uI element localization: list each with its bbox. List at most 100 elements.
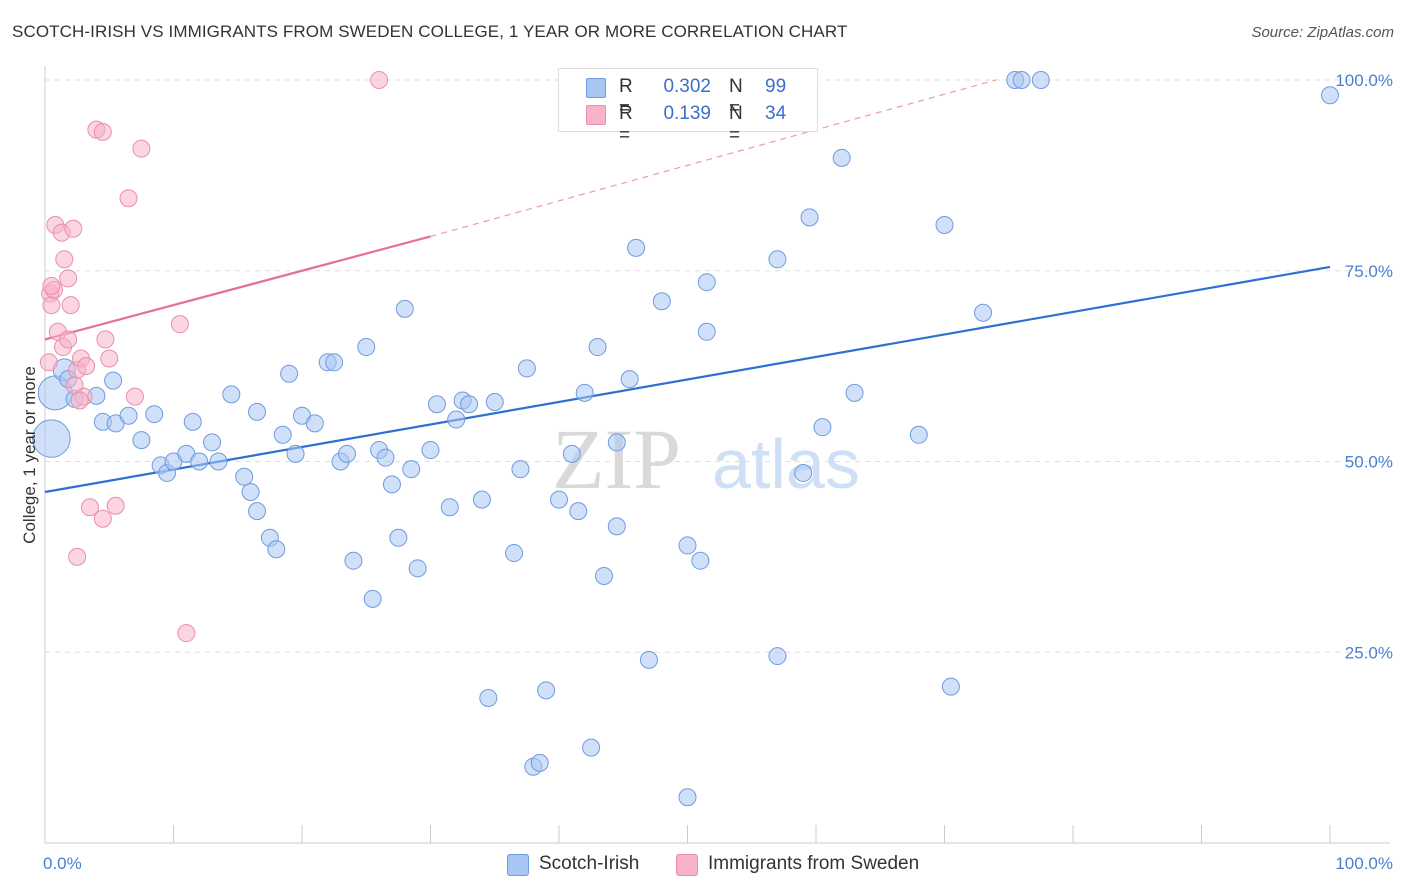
legend-r-label: R = — [619, 76, 633, 119]
legend-r-label: R = — [619, 103, 633, 146]
scotch-irish-point — [132, 431, 151, 450]
scotch-irish-point — [691, 551, 710, 570]
scotch-irish-point — [402, 460, 421, 479]
scotch-irish-point — [530, 753, 549, 772]
scotch-irish-point — [562, 444, 581, 463]
watermark-atlas: atlas — [712, 425, 860, 503]
scotch-irish-point — [620, 370, 639, 389]
sweden-point — [70, 391, 89, 410]
scotch-irish-point — [505, 544, 524, 563]
scotch-irish-point — [485, 392, 504, 411]
scotch-irish-point — [280, 364, 299, 383]
scotch-irish-point — [832, 148, 851, 167]
trend-lines — [44, 79, 1331, 494]
sweden-point — [177, 624, 196, 643]
sweden-point — [42, 296, 61, 315]
legend-n-value: 34 — [765, 103, 787, 124]
scotch-irish-point — [652, 292, 671, 311]
scotch-irish-point — [1321, 86, 1339, 105]
scotch-irish-point — [935, 215, 954, 234]
legend-n-value: 99 — [765, 76, 787, 97]
scotch-irish-point — [550, 490, 568, 509]
sweden-point — [80, 498, 99, 517]
scotch-irish-point — [273, 425, 292, 444]
scotch-irish-point — [639, 650, 658, 669]
sweden-point — [170, 315, 189, 334]
scotch-irish-point — [678, 788, 697, 807]
sweden-point — [65, 376, 84, 395]
trend-line-scotch-irish — [44, 265, 1331, 494]
bottom-legend-swatch-scotch-irish — [507, 854, 529, 876]
legend-swatch-scotch-irish — [586, 78, 606, 98]
scotch-irish-point — [569, 502, 588, 521]
scotch-irish-point — [517, 359, 536, 378]
scotch-irish-point — [479, 689, 498, 708]
scotch-irish-point — [222, 385, 241, 404]
sweden-point — [100, 349, 119, 368]
sweden-point — [59, 330, 78, 349]
scotch-irish-point — [395, 299, 414, 318]
scotch-irish-point — [209, 452, 228, 471]
scotch-irish-point — [1012, 71, 1031, 89]
sweden-point — [370, 71, 389, 89]
scotch-irish-point — [235, 467, 254, 486]
scotch-irish-point — [183, 412, 202, 431]
sweden-point — [125, 387, 144, 406]
scotch-irish-point — [941, 677, 960, 696]
scotch-irish-point — [382, 475, 401, 494]
scotch-irish-point — [440, 498, 459, 517]
scotch-irish-point — [697, 273, 716, 292]
watermark: ZIP atlas — [552, 411, 860, 507]
chart-source: Source: ZipAtlas.com — [1251, 24, 1394, 41]
sweden-point — [55, 250, 74, 269]
x-tick-label: 100.0% — [1335, 854, 1393, 873]
sweden-point — [96, 330, 115, 349]
scotch-irish-point — [357, 338, 376, 357]
scotch-irish-point — [389, 528, 408, 547]
scotch-irish-point — [421, 441, 440, 460]
scotch-irish-point — [408, 559, 427, 578]
scotch-irish-point — [845, 383, 864, 402]
scotch-irish-point — [119, 406, 138, 425]
sweden-point — [119, 189, 138, 208]
scotch-irish-point — [376, 448, 395, 467]
legend-r-value: 0.302 — [663, 76, 711, 97]
scotch-irish-point — [248, 502, 267, 521]
scotch-irish-point — [607, 433, 626, 452]
legend: R = 0.302 N = 99 R = 0.139 N = 34 — [558, 68, 818, 146]
scotch-irish-point — [607, 517, 626, 536]
chart-title: SCOTCH-IRISH VS IMMIGRANTS FROM SWEDEN C… — [12, 22, 848, 41]
scotch-irish-point — [337, 444, 356, 463]
trend-line-extension — [430, 79, 997, 237]
y-axis-title: College, 1 year or more — [20, 366, 39, 544]
data-points — [32, 71, 1339, 807]
y-tick-label: 75.0% — [1345, 262, 1393, 281]
sweden-point — [39, 353, 58, 372]
sweden-point — [64, 219, 83, 238]
scotch-irish-point — [537, 681, 556, 700]
scotch-irish-point — [800, 208, 819, 227]
scotch-irish-point — [794, 463, 813, 482]
scotch-irish-point — [427, 395, 446, 414]
bottom-legend-swatch-sweden — [676, 854, 698, 876]
scotch-irish-point — [627, 238, 646, 257]
grid-lines — [45, 79, 1390, 653]
sweden-point — [106, 496, 125, 515]
trend-line-sweden — [44, 235, 431, 341]
y-tick-label: 25.0% — [1345, 643, 1393, 662]
scotch-irish-point — [678, 536, 697, 555]
sweden-point — [61, 296, 80, 315]
sweden-point — [42, 277, 61, 296]
legend-swatch-sweden — [586, 105, 606, 125]
legend-r-value: 0.139 — [663, 103, 711, 124]
y-tick-label: 50.0% — [1345, 453, 1393, 472]
scotch-irish-point — [460, 395, 479, 414]
sweden-point — [132, 139, 151, 158]
scotch-irish-point — [286, 444, 305, 463]
scotch-irish-point — [511, 460, 530, 479]
x-tick-label: 0.0% — [43, 854, 82, 873]
sweden-point — [59, 269, 78, 288]
scotch-irish-point — [447, 410, 466, 429]
scotch-irish-point — [248, 402, 267, 421]
sweden-point — [68, 547, 87, 566]
